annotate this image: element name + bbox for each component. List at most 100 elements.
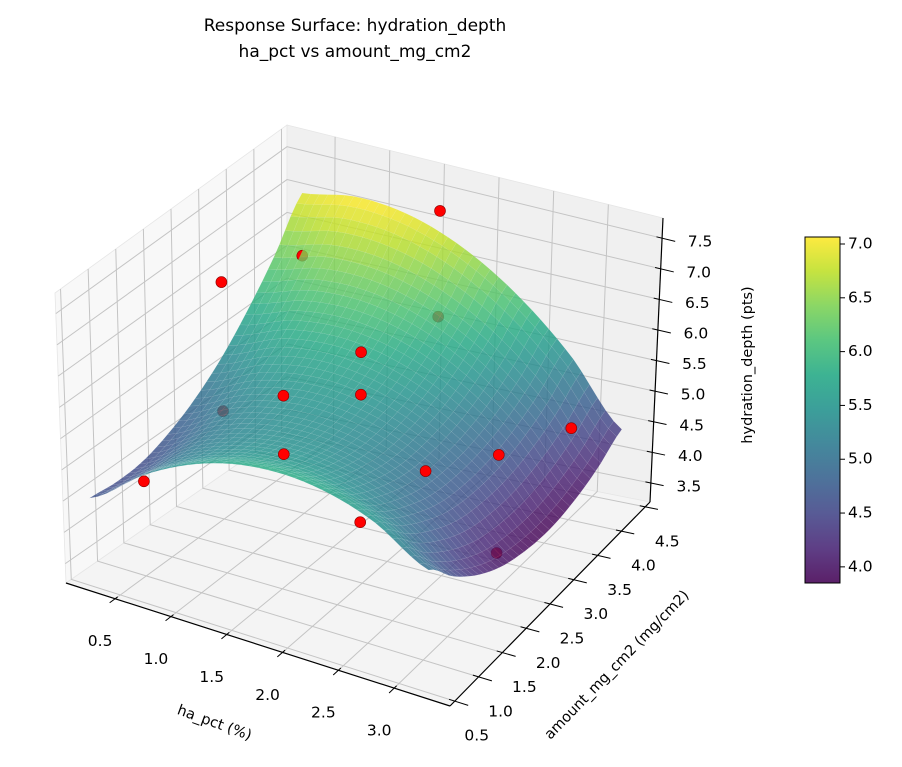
surface-patch [515, 327, 530, 348]
scatter-point [277, 448, 290, 461]
x-tick-label: 2.5 [311, 704, 336, 722]
z-tick-label: 7.0 [686, 263, 711, 281]
z-tick-label: 7.5 [688, 233, 713, 251]
surface-patch [525, 427, 540, 447]
surface-patch [570, 378, 585, 402]
surface-patch [546, 395, 561, 417]
surface-patch [559, 397, 574, 421]
y-tick-label: 2.0 [536, 654, 561, 672]
surface-patch [522, 410, 537, 429]
colorbar-gradient [805, 237, 840, 583]
surface-patch [414, 532, 430, 544]
x-tick-label: 0.5 [88, 632, 113, 650]
y-tick-mark [639, 505, 659, 510]
surface-patch [423, 542, 438, 553]
y-gridline [60, 288, 455, 702]
surface-patch [490, 348, 506, 367]
surface-patch [540, 355, 555, 377]
z-tick-mark [649, 389, 669, 395]
scatter-point [355, 388, 367, 401]
surface-patch [592, 445, 607, 464]
surface-patch [523, 336, 539, 357]
surface-patch [516, 417, 531, 436]
x-tick-label: 3.0 [367, 722, 392, 740]
surface-patch [496, 339, 511, 358]
scatter-point [215, 276, 228, 288]
x-tick-mark [165, 614, 174, 622]
z-tick-mark [650, 358, 670, 364]
surface-patch [503, 415, 518, 433]
y-tick-mark [520, 626, 540, 633]
surface-patch [459, 568, 475, 577]
y-tick-mark [472, 674, 493, 682]
surface-patch [454, 569, 470, 577]
surface-patch [507, 365, 522, 384]
z-tick-mark [646, 450, 666, 456]
surface-patch [416, 521, 431, 533]
y-tick-mark [496, 650, 516, 657]
surface-patch [500, 551, 515, 563]
x-axis-label: ha_pct (%) [175, 702, 254, 744]
colorbar-tick-label: 6.5 [848, 288, 873, 306]
x-gridline [393, 204, 609, 689]
surface-patch [510, 383, 525, 402]
scatter-point [492, 449, 505, 461]
surface-patch [570, 432, 585, 454]
y-tick-mark [615, 529, 635, 535]
surface-patch [496, 382, 512, 401]
colorbar-tick-label: 5.5 [848, 396, 873, 414]
surface-patch [500, 499, 515, 517]
tick-labels: 0.5 1.0 1.5 2.0 2.5 3.0 0.5 1.0 1.5 2.0 2.5 3.0 3.5 4… [88, 233, 713, 745]
surface-patch [522, 452, 537, 472]
surface-patch [498, 520, 513, 536]
surface-patch [397, 537, 413, 549]
z-axis-line [649, 217, 664, 503]
surface-patch [526, 355, 542, 376]
chart-title-line-1: Response Surface: hydration_depth [204, 16, 507, 36]
surface-patch [509, 292, 525, 310]
surface-patch [482, 340, 497, 359]
z-tick-label: 4.0 [678, 447, 703, 465]
surface-patch [485, 357, 500, 375]
surface-patch [520, 536, 535, 549]
axis-lines [65, 217, 676, 707]
y-tick-label: 0.5 [464, 727, 489, 745]
surface-patch [552, 481, 567, 499]
surface-patch [524, 384, 539, 403]
z-axis-label: hydration_depth (pts) [740, 286, 756, 443]
z-gridline [57, 211, 660, 377]
surface-patch [543, 423, 558, 445]
plot-area [89, 192, 623, 577]
z-gridline [56, 179, 661, 346]
z-tick-mark [654, 266, 674, 273]
surface-patch [472, 538, 488, 553]
y-tick-label: 4.0 [631, 557, 656, 575]
scatter-point [355, 346, 367, 359]
surface-patch [565, 440, 580, 461]
y-tick-label: 3.5 [607, 581, 632, 599]
scatter-point [138, 475, 150, 488]
colorbar: 4.0 4.5 5.0 5.5 6.0 6.5 7.0 [804, 234, 873, 584]
surface-patch [502, 374, 517, 393]
surface-patch [431, 516, 447, 528]
y-gridline [170, 208, 551, 605]
surface-patch [504, 454, 519, 473]
surface-patch [470, 420, 485, 436]
y-gridline [87, 268, 479, 678]
y-tick-label: 2.5 [560, 630, 585, 648]
surface-patch [546, 443, 561, 464]
x-axis-line [65, 582, 451, 707]
surface-patch [439, 568, 454, 577]
surface-patch [508, 511, 523, 528]
surface-patch [388, 529, 404, 540]
x-tick-label: 2.0 [255, 686, 280, 704]
chart-title-line-2: ha_pct vs amount_mg_cm2 [239, 42, 472, 62]
surface-patch [510, 337, 525, 358]
surface-patch [499, 357, 514, 376]
surface-patch [502, 477, 517, 496]
y-tick-label: 1.0 [488, 702, 513, 720]
z-tick-mark [652, 328, 671, 334]
surface-patch [504, 347, 519, 367]
